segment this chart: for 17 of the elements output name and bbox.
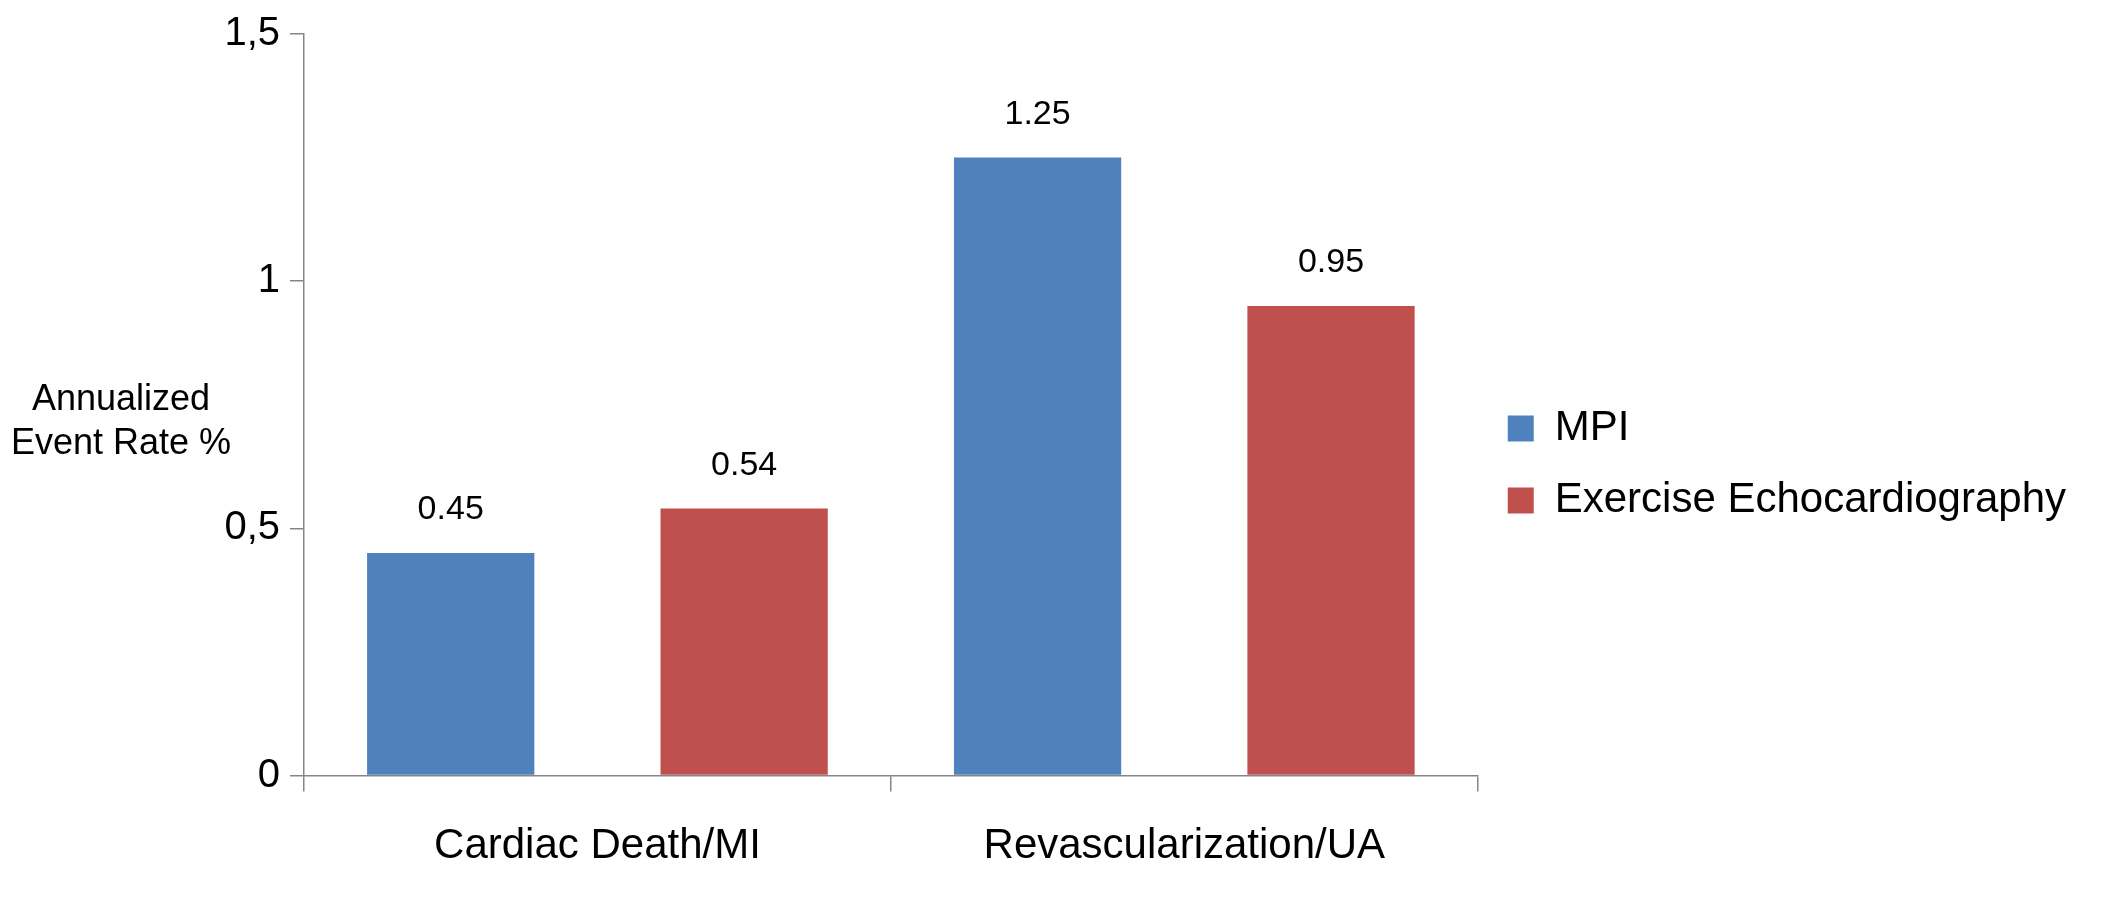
bar (367, 553, 535, 775)
y-tick-label: 1 (257, 256, 280, 301)
y-tick-label: 0,5 (224, 503, 280, 548)
bar (1247, 305, 1415, 775)
y-tick-label: 1,5 (224, 9, 280, 54)
bar (660, 508, 828, 775)
legend-label: Exercise Echocardiography (1554, 474, 2067, 522)
data-label: 0.45 (417, 488, 484, 527)
x-tick-label: Revascularization/UA (983, 820, 1386, 868)
data-label: 0.95 (1297, 241, 1365, 280)
bar (953, 157, 1122, 775)
data-label: 1.25 (1004, 92, 1071, 131)
y-axis-title: Annualized Event Rate % (9, 376, 233, 464)
y-tick-label: 0 (257, 750, 280, 795)
data-label: 0.54 (711, 444, 778, 482)
x-tick-label: Cardiac Death/MI (434, 820, 761, 868)
legend-label: MPI (1554, 402, 1630, 450)
